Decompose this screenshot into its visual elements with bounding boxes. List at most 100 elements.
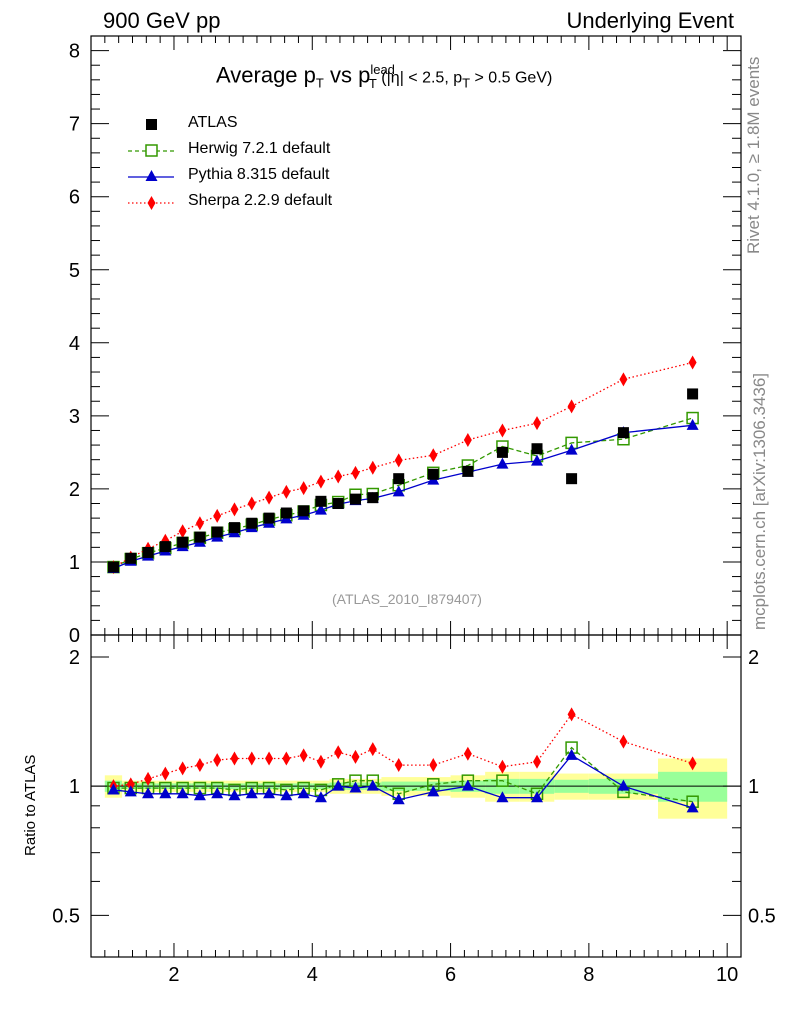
- ratio-point-pythia: [263, 787, 276, 799]
- main-point-sherpa: [334, 469, 343, 484]
- ratio-point-sherpa: [619, 734, 628, 749]
- ratio-point-sherpa: [299, 748, 308, 763]
- pythia-marker-icon: [128, 170, 174, 181]
- main-point-pythia: [565, 443, 578, 455]
- ratio-series-pythia: [107, 748, 699, 813]
- main-point-sherpa: [463, 432, 472, 447]
- main-point-atlas: [159, 541, 171, 553]
- main-point-atlas: [566, 473, 578, 485]
- atlas-marker-icon: [146, 119, 157, 130]
- y-tick-label: 3: [69, 406, 80, 428]
- main-point-sherpa: [498, 423, 507, 438]
- sherpa-marker-icon: [128, 196, 174, 210]
- ratio-point-sherpa: [178, 761, 187, 776]
- main-point-sherpa: [429, 448, 438, 463]
- main-point-sherpa: [688, 355, 697, 370]
- ratio-point-pythia: [617, 779, 630, 791]
- main-point-atlas: [211, 526, 223, 538]
- ratio-point-pythia: [245, 787, 258, 799]
- ratio-point-sherpa: [161, 766, 170, 781]
- main-point-atlas: [194, 531, 206, 543]
- x-tick-label: 4: [307, 964, 318, 986]
- main-point-pythia: [531, 454, 544, 466]
- y-tick-label: 4: [69, 333, 80, 355]
- ratio-point-pythia: [176, 787, 189, 799]
- ratio-point-sherpa: [498, 759, 507, 774]
- main-point-sherpa: [195, 516, 204, 531]
- ratio-point-pythia: [193, 789, 206, 801]
- title-cut-sub: T: [462, 75, 471, 91]
- main-point-atlas: [125, 552, 137, 564]
- main-point-sherpa: [178, 524, 187, 539]
- ratio-point-sherpa: [316, 754, 325, 769]
- main-line-pythia: [113, 424, 693, 570]
- ratio-point-sherpa: [429, 758, 438, 773]
- main-point-atlas: [367, 492, 379, 504]
- y-tick-label: 8: [69, 41, 80, 63]
- y-tick-label: 1: [69, 552, 80, 574]
- x-tick-label: 10: [716, 964, 738, 986]
- ratio-point-sherpa: [282, 751, 291, 766]
- ratio-point-pythia: [142, 787, 155, 799]
- ratio-point-sherpa: [144, 771, 153, 786]
- plot-title: Average pT vs pleadT (|η| < 2.5, pT > 0.…: [216, 62, 552, 91]
- main-series-sherpa: [109, 355, 697, 575]
- ratio-point-pythia: [280, 789, 293, 801]
- ratio-panel-frame: [90, 634, 742, 958]
- legend-label-pythia: Pythia 8.315 default: [188, 166, 330, 183]
- ratio-point-pythia: [496, 791, 509, 803]
- main-point-sherpa: [394, 453, 403, 468]
- ratio-point-sherpa: [394, 758, 403, 773]
- title-prefix: Average p: [216, 62, 316, 88]
- title-cut-open: (|η| < 2.5, p: [376, 69, 463, 87]
- y-tick-label: 2: [69, 479, 80, 501]
- y-tick-label: 5: [69, 260, 80, 282]
- ratio-point-pythia: [366, 779, 379, 791]
- ratio-point-pythia: [297, 787, 310, 799]
- title-mid: vs p: [323, 62, 371, 88]
- main-point-atlas: [298, 505, 310, 517]
- x-tick-label: 2: [168, 964, 179, 986]
- ratio-point-pythia: [531, 791, 544, 803]
- ratio-point-pythia: [392, 793, 405, 805]
- main-point-atlas: [427, 468, 439, 480]
- main-point-pythia: [496, 457, 509, 469]
- main-point-atlas: [177, 536, 189, 548]
- main-point-atlas: [142, 546, 154, 558]
- ratio-point-pythia: [332, 779, 345, 791]
- ratio-point-pythia: [565, 748, 578, 760]
- main-point-atlas: [462, 465, 474, 477]
- main-point-sherpa: [247, 496, 256, 511]
- y-tick-label: 6: [69, 187, 80, 209]
- main-point-sherpa: [316, 474, 325, 489]
- title-sub2: T: [368, 75, 377, 91]
- title-sub1: T: [315, 75, 324, 91]
- ratio-y-tick-label-right: 2: [748, 647, 759, 669]
- ratio-point-sherpa: [463, 746, 472, 761]
- main-point-atlas: [280, 507, 292, 519]
- main-point-sherpa: [282, 484, 291, 499]
- main-point-atlas: [315, 495, 327, 507]
- main-series-atlas: [107, 388, 699, 573]
- main-line-sherpa: [113, 361, 693, 568]
- legend-label-atlas: ATLAS: [188, 114, 238, 131]
- main-point-atlas: [496, 446, 508, 458]
- ratio-point-sherpa: [368, 742, 377, 757]
- ratio-point-sherpa: [247, 751, 256, 766]
- ratio-point-sherpa: [265, 751, 274, 766]
- main-point-sherpa: [230, 502, 239, 517]
- ratio-point-sherpa: [533, 754, 542, 769]
- main-point-pythia: [392, 485, 405, 497]
- main-point-pythia: [686, 418, 699, 430]
- main-point-atlas: [531, 443, 543, 455]
- x-tick-label: 8: [583, 964, 594, 986]
- ratio-point-pythia: [228, 789, 241, 801]
- legend-label-sherpa: Sherpa 2.2.9 default: [188, 192, 333, 209]
- ratio-point-pythia: [107, 783, 120, 795]
- mcplots-reference-label: mcplots.cern.ch [arXiv:1306.3436]: [750, 372, 769, 630]
- herwig-marker-icon: [128, 144, 174, 157]
- main-point-atlas: [332, 498, 344, 510]
- ratio-point-sherpa: [334, 745, 343, 760]
- ratio-y-tick-label-right: 1: [748, 776, 759, 798]
